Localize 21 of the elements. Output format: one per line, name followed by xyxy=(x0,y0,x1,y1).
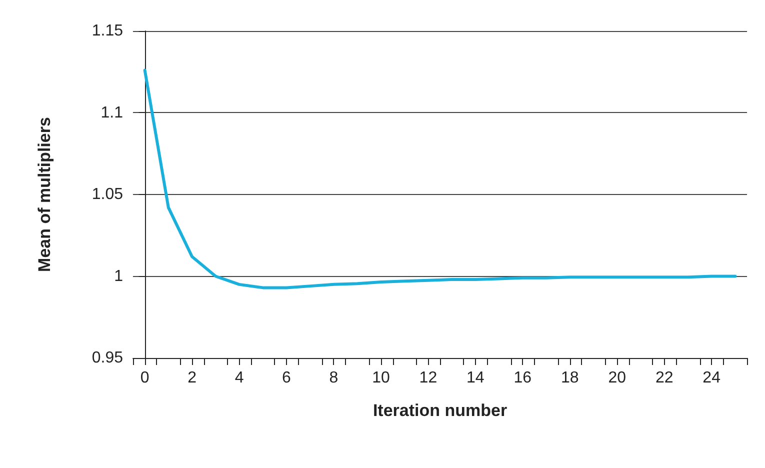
y-tick-label: 1.15 xyxy=(92,22,124,40)
x-tick-label: 2 xyxy=(188,370,197,386)
x-tick-label: 16 xyxy=(514,370,532,386)
line-series xyxy=(143,68,737,290)
y-tick-label: 1 xyxy=(114,268,124,285)
x-tick-label: 14 xyxy=(466,370,484,386)
x-tick-label: 6 xyxy=(282,370,292,386)
x-tick-label: 20 xyxy=(608,370,626,386)
x-tick-label: 8 xyxy=(329,370,338,386)
x-tick-label: 22 xyxy=(655,370,674,386)
x-tick-label: 18 xyxy=(560,370,579,386)
y-tick-label: 1.1 xyxy=(100,104,124,122)
x-tick-label: 10 xyxy=(372,370,390,386)
y-tick-label: 0.95 xyxy=(92,350,124,366)
y-axis-title: Mean of multipliers xyxy=(35,117,54,272)
x-tick-label: 24 xyxy=(702,370,721,386)
y-tick-label: 1.05 xyxy=(92,186,124,203)
x-axis-title: Iteration number xyxy=(372,401,508,420)
x-tick-label: 4 xyxy=(234,370,244,386)
x-tick-label: 12 xyxy=(419,370,438,386)
x-tick-label: 0 xyxy=(140,370,150,386)
